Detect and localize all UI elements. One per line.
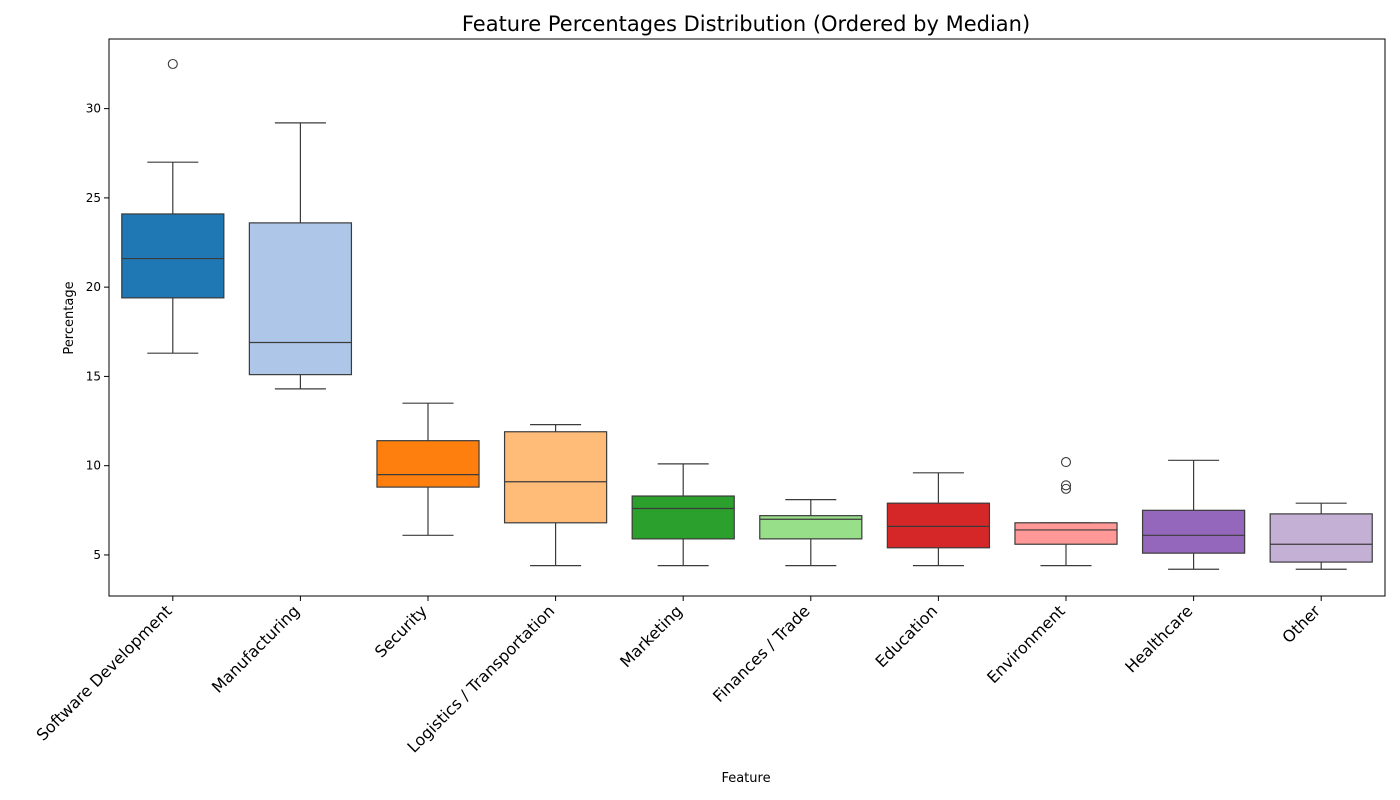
box-6 bbox=[759, 498, 863, 567]
x-tick-label: Software Development bbox=[33, 601, 176, 744]
iqr-box bbox=[759, 515, 863, 540]
boxes-layer bbox=[121, 58, 1373, 570]
iqr-box bbox=[1141, 509, 1246, 554]
y-tick-label: 20 bbox=[86, 280, 101, 294]
iqr-box bbox=[1014, 522, 1118, 545]
box-1 bbox=[121, 58, 225, 354]
y-tick-label: 25 bbox=[86, 191, 101, 205]
x-axis-label: Feature bbox=[721, 771, 770, 786]
iqr-box bbox=[376, 440, 480, 488]
outlier-point bbox=[1060, 457, 1072, 468]
chart-title: Feature Percentages Distribution (Ordere… bbox=[462, 12, 1030, 36]
iqr-box bbox=[121, 213, 225, 299]
y-tick-label: 5 bbox=[93, 548, 101, 562]
box-9 bbox=[1141, 459, 1246, 570]
y-tick-label: 15 bbox=[86, 369, 101, 383]
x-axis: Software Development Manufacturing Securit… bbox=[33, 596, 1324, 756]
x-tick-label: Security bbox=[371, 601, 431, 661]
iqr-box bbox=[503, 431, 608, 524]
x-tick-label: Other bbox=[1278, 601, 1324, 647]
outlier-point bbox=[1060, 480, 1072, 491]
box-8 bbox=[1014, 457, 1118, 567]
iqr-box bbox=[248, 222, 353, 376]
x-tick-label: Logistics / Transportation bbox=[403, 601, 558, 756]
y-tick-label: 30 bbox=[86, 102, 101, 116]
box-10 bbox=[1269, 502, 1373, 570]
x-tick-label: Finances / Trade bbox=[709, 601, 814, 706]
x-tick-label: Healthcare bbox=[1121, 601, 1196, 676]
box-5 bbox=[631, 463, 735, 567]
iqr-box bbox=[631, 495, 735, 540]
outlier-point bbox=[167, 58, 178, 70]
y-axis-label: Percentage bbox=[62, 281, 77, 354]
box-3 bbox=[376, 402, 480, 536]
box-2 bbox=[248, 122, 353, 390]
box-4 bbox=[503, 424, 608, 567]
iqr-box bbox=[1269, 513, 1373, 563]
y-axis: 5 10 15 20 25 30 bbox=[86, 102, 109, 562]
x-tick-label: Manufacturing bbox=[208, 601, 303, 696]
plot-area-frame bbox=[108, 38, 1386, 597]
x-tick-label: Environment bbox=[983, 601, 1069, 687]
outlier-point bbox=[1060, 483, 1072, 494]
x-tick-label: Marketing bbox=[616, 601, 686, 671]
x-tick-label: Education bbox=[871, 601, 941, 671]
y-tick-label: 10 bbox=[86, 459, 101, 473]
iqr-box bbox=[886, 502, 991, 549]
box-7 bbox=[886, 472, 991, 567]
